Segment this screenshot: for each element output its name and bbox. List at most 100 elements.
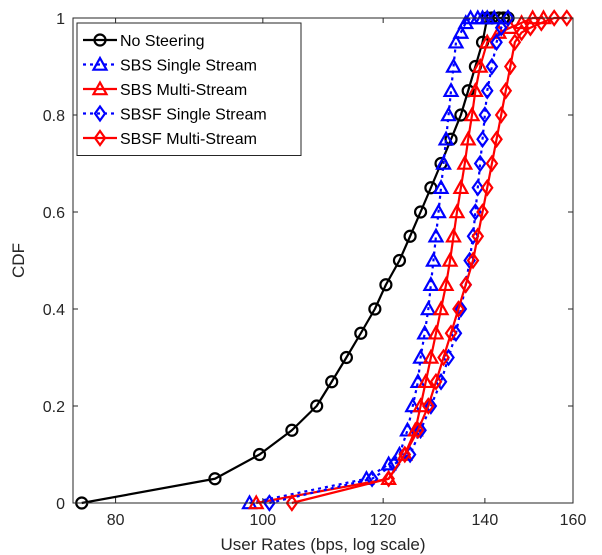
data-point xyxy=(424,397,438,415)
data-point xyxy=(448,203,466,219)
data-point xyxy=(422,275,440,292)
data-point xyxy=(442,81,460,98)
legend-label: SBSF Multi-Stream xyxy=(120,131,257,148)
x-tick-label: 120 xyxy=(370,512,397,529)
data-point xyxy=(466,251,480,270)
data-point xyxy=(285,423,299,437)
data-point xyxy=(403,229,417,243)
legend-label: SBS Multi-Stream xyxy=(120,82,247,99)
data-point xyxy=(411,421,425,440)
data-point xyxy=(427,324,445,340)
data-point xyxy=(471,178,485,197)
data-point xyxy=(365,469,379,488)
data-point xyxy=(476,203,489,221)
legend-marker xyxy=(93,104,107,123)
data-point xyxy=(310,399,324,413)
data-point xyxy=(382,469,395,488)
series-line xyxy=(269,17,509,505)
data-point xyxy=(454,108,468,122)
data-point xyxy=(339,350,354,365)
data-point xyxy=(432,300,450,316)
data-point xyxy=(467,81,484,98)
data-point xyxy=(485,9,503,25)
legend-entry: No Steering xyxy=(83,33,205,50)
legend: No Steering SBS Single Stream SBS Multi-St… xyxy=(76,22,302,156)
data-point xyxy=(404,397,422,413)
data-point xyxy=(409,372,427,389)
data-point xyxy=(490,33,503,52)
data-point xyxy=(478,33,496,49)
data-point xyxy=(208,472,222,486)
axes-box xyxy=(72,17,574,504)
data-point xyxy=(437,275,455,292)
y-tick-label: 0.4 xyxy=(43,302,65,319)
data-point xyxy=(503,57,517,76)
data-point xyxy=(368,302,382,316)
data-point xyxy=(437,130,455,146)
legend-entry: SBS Single Stream xyxy=(83,55,257,75)
legend-label: No Steering xyxy=(120,33,205,50)
data-point xyxy=(398,445,412,464)
legend-marker xyxy=(91,80,109,96)
x-tick-label: 80 xyxy=(107,512,125,529)
data-point xyxy=(392,253,407,268)
y-tick-label: 0.6 xyxy=(43,205,65,222)
data-point xyxy=(429,372,443,391)
series-layer xyxy=(75,9,574,512)
legend-entry: SBSF Multi-Stream xyxy=(83,129,257,148)
data-point xyxy=(430,203,447,219)
legend-marker xyxy=(93,129,107,147)
data-point xyxy=(427,227,445,243)
data-point xyxy=(480,178,494,197)
x-axis-title: User Rates (bps, log scale) xyxy=(220,535,425,554)
data-point xyxy=(379,278,393,292)
data-point xyxy=(247,494,265,510)
data-point xyxy=(417,372,435,389)
data-point xyxy=(380,455,398,471)
data-point xyxy=(252,447,267,462)
data-point xyxy=(419,300,437,316)
data-point xyxy=(425,251,442,267)
data-point xyxy=(494,18,508,37)
data-point xyxy=(471,227,485,246)
data-point xyxy=(263,494,276,512)
legend-entry: SBSF Single Stream xyxy=(83,104,267,124)
data-point xyxy=(560,9,574,27)
data-point xyxy=(452,23,470,39)
data-point xyxy=(435,154,452,170)
data-point xyxy=(473,154,487,173)
axes-layer: 80 100 120 140 160 0 0.2 0.4 0.6 0.8 1 xyxy=(43,11,587,529)
data-point xyxy=(413,205,428,219)
data-point xyxy=(471,57,489,73)
data-point xyxy=(513,14,530,30)
legend-entry: SBS Multi-Stream xyxy=(83,80,247,99)
data-point xyxy=(476,130,489,149)
data-point xyxy=(534,13,548,32)
data-point xyxy=(416,324,434,340)
data-point xyxy=(515,23,528,42)
data-point xyxy=(478,106,492,124)
y-tick-label: 0 xyxy=(56,496,65,513)
series-4 xyxy=(285,9,574,512)
x-tick-label: 160 xyxy=(560,512,587,529)
data-point xyxy=(422,348,440,364)
legend-label: SBS Single Stream xyxy=(120,58,257,75)
data-point xyxy=(452,300,465,318)
data-point xyxy=(441,251,459,267)
data-point xyxy=(547,9,561,27)
data-point xyxy=(494,106,508,124)
data-point xyxy=(524,18,537,37)
data-point xyxy=(459,130,477,146)
data-point xyxy=(452,178,470,195)
data-point xyxy=(463,106,481,122)
data-point xyxy=(445,227,462,243)
data-point xyxy=(432,178,450,195)
data-point xyxy=(445,57,462,73)
data-point xyxy=(440,106,457,122)
data-point xyxy=(501,9,515,27)
x-tick-label: 140 xyxy=(472,512,499,529)
legend-marker xyxy=(93,33,107,47)
data-point xyxy=(456,154,474,170)
data-point xyxy=(466,227,480,246)
